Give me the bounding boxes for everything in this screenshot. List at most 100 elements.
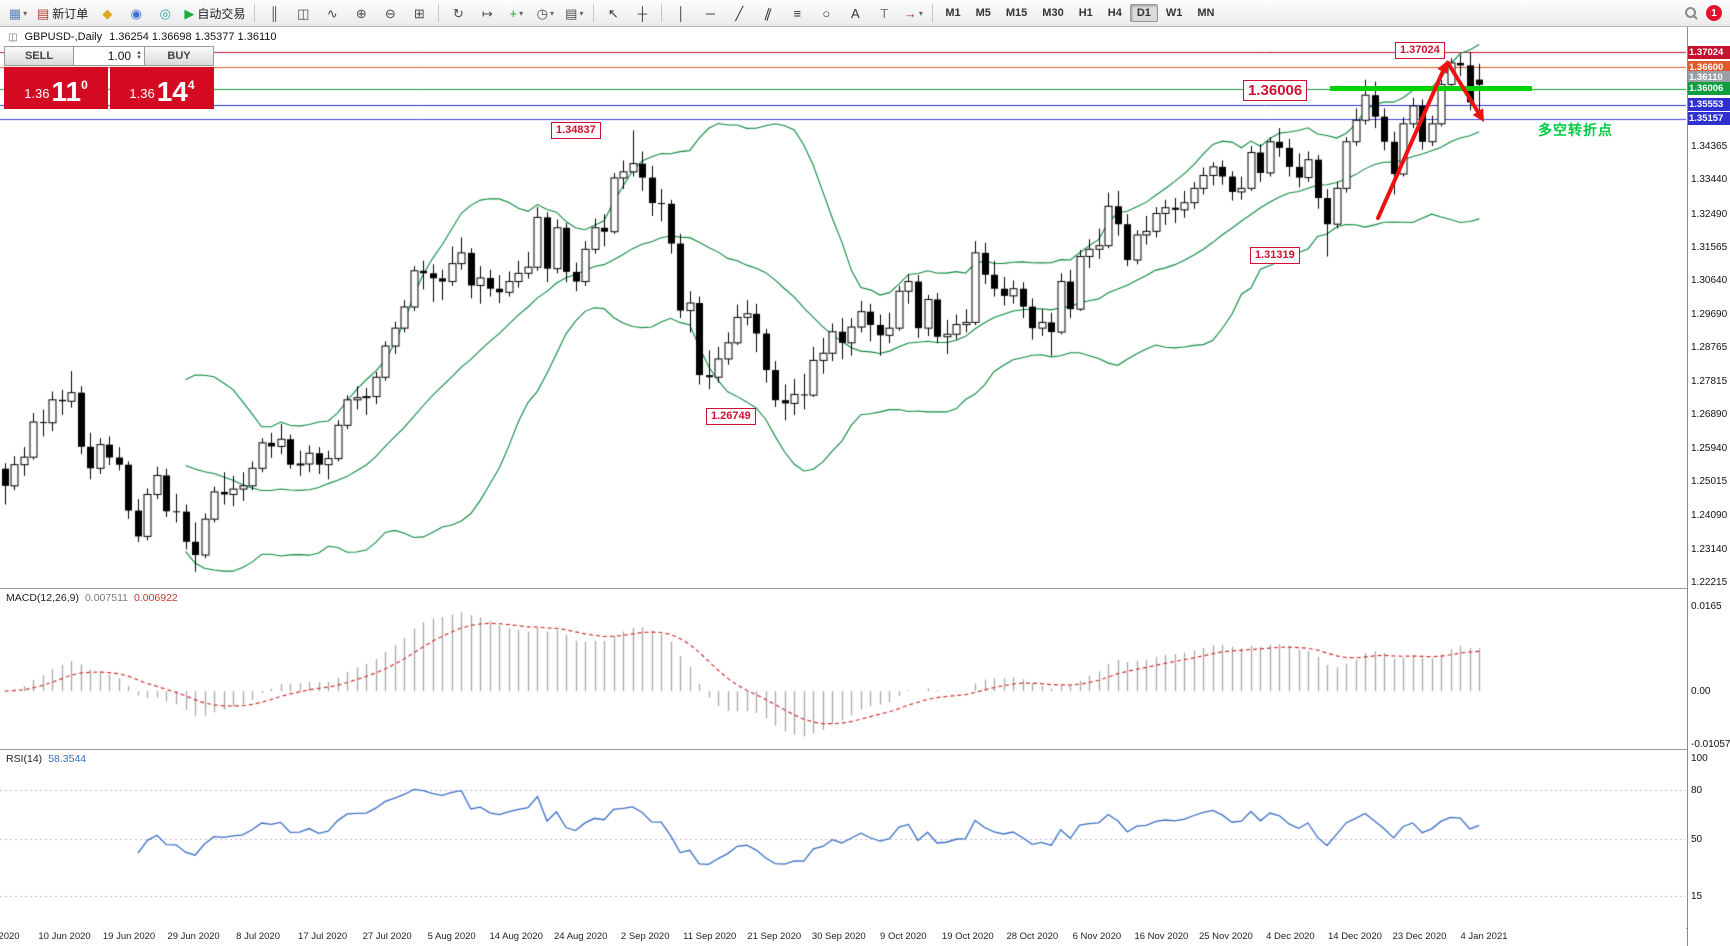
rsi-label: RSI(14) 58.3544	[6, 753, 87, 765]
line-chart-icon[interactable]: ∿	[326, 5, 338, 21]
horizontal-line-icon[interactable]: ─	[705, 5, 715, 21]
macd-canvas[interactable]	[0, 589, 1686, 749]
auto-scroll-icon[interactable]: ↻	[452, 5, 464, 21]
date-label: 5 Aug 2020	[427, 931, 476, 942]
buy-price-box[interactable]: 1.36 14 4	[110, 67, 214, 109]
time-axis[interactable]: Jun 2020 10 Jun 2020 19 Jun 2020 29 Jun 202…	[0, 928, 1686, 946]
volume-spinner[interactable]: ▲ ▼	[136, 50, 142, 61]
chart-shift-icon[interactable]: ↦	[481, 5, 493, 21]
symbol-title: GBPUSD-,Daily	[24, 31, 103, 43]
date-label: 10 Jun 2020	[38, 931, 91, 942]
timeframe-M5[interactable]: M5	[975, 7, 991, 19]
date-label: 19 Oct 2020	[941, 931, 994, 942]
timeframe-M30[interactable]: M30	[1042, 7, 1064, 19]
notification-badge[interactable]: 1	[1706, 5, 1722, 21]
periods-icon[interactable]: ◷ ▾	[536, 5, 554, 21]
candlestick-chart-icon[interactable]: ◫	[297, 5, 310, 21]
price-tag: 1.35553	[1688, 98, 1730, 112]
price-chart-canvas[interactable]	[0, 26, 1686, 588]
sell-price-box[interactable]: 1.36 11 0	[4, 67, 108, 109]
price-tag: 1.36006	[1688, 82, 1730, 95]
price-tick: 1.27815	[1691, 376, 1728, 388]
price-tag: 1.35157	[1688, 112, 1730, 126]
trendline-icon[interactable]: ╱	[735, 5, 744, 21]
fibonacci-icon[interactable]: ≡	[793, 5, 802, 21]
timeframe-H4[interactable]: H4	[1107, 7, 1122, 19]
autotrading-button[interactable]: ▶ 自动交易	[184, 5, 246, 21]
price-axis[interactable]: 1.34365 1.33440 1.32490 1.31565 1.30640 1.296…	[1687, 0, 1730, 946]
arrows-icon[interactable]: → ▾	[903, 5, 923, 21]
price-tick: 1.30640	[1691, 274, 1728, 286]
new-order-button[interactable]: ▤ 新订单	[37, 5, 89, 21]
symbol-chart-icon: ◫	[8, 31, 18, 43]
toolbar-separator	[932, 4, 934, 22]
toolbar-separator	[254, 4, 256, 22]
text-icon[interactable]: A	[850, 5, 860, 21]
date-label: 28 Oct 2020	[1006, 931, 1059, 942]
channel-icon[interactable]: ∥	[762, 4, 774, 22]
price-tag: 1.36600	[1688, 60, 1730, 74]
date-label: 17 Jul 2020	[298, 931, 348, 942]
bar-chart-icon[interactable]: ║	[269, 5, 279, 21]
date-label: 25 Nov 2020	[1198, 931, 1253, 942]
price-tick: 1.26890	[1691, 409, 1728, 421]
price-tick: 1.32490	[1691, 208, 1728, 220]
templates-icon[interactable]: ▤ ▾	[565, 5, 584, 21]
timeframe-D1[interactable]: D1	[1129, 4, 1158, 22]
date-label: Jun 2020	[0, 931, 20, 942]
date-label: 11 Sep 2020	[683, 931, 737, 942]
price-tick: 1.28765	[1691, 342, 1728, 354]
shapes-icon[interactable]: ○	[822, 5, 831, 21]
rsi-canvas[interactable]	[0, 750, 1686, 928]
rsi-axis-label: 100	[1691, 753, 1708, 764]
new-chart-icon[interactable]: ▦ ▾	[8, 5, 28, 21]
timeframe-M15[interactable]: M15	[1005, 7, 1028, 19]
crosshair-icon[interactable]: ┼	[637, 5, 647, 21]
price-tag: 1.36110	[1688, 71, 1730, 85]
market-watch-icon[interactable]: ◉	[130, 5, 142, 21]
macd-label: MACD(12,26,9) 0.007511 0.006922	[6, 592, 178, 604]
date-label: 29 Jun 2020	[167, 931, 220, 942]
vertical-line-icon[interactable]: │	[677, 5, 686, 21]
buy-button[interactable]: BUY	[144, 46, 214, 66]
sell-button[interactable]: SELL	[4, 46, 74, 66]
timeframe-toolbar: M1 M5 M15 M30 H1 H4 D1 W1 MN	[938, 4, 1221, 22]
bid-price-base: 1.36	[24, 86, 50, 101]
tile-windows-icon[interactable]: ⊞	[413, 5, 425, 21]
price-tick: 1.25940	[1691, 443, 1728, 455]
zoom-in-icon[interactable]: ⊕	[355, 5, 367, 21]
timeframe-M1[interactable]: M1	[945, 7, 961, 19]
date-label: 6 Nov 2020	[1072, 931, 1122, 942]
price-tick: 1.23140	[1691, 543, 1728, 555]
timeframe-H1[interactable]: H1	[1078, 7, 1093, 19]
date-label: 16 Nov 2020	[1134, 931, 1189, 942]
panel-separator[interactable]	[0, 749, 1730, 750]
ask-price-pip: 4	[187, 78, 195, 92]
text-label-icon[interactable]: T	[880, 5, 889, 21]
date-label: 9 Oct 2020	[880, 931, 927, 942]
zoom-out-icon[interactable]: ⊖	[384, 5, 396, 21]
metaeditor-icon[interactable]: ◆	[102, 5, 113, 21]
ask-price-main: 14	[156, 76, 188, 107]
price-tick: 1.25015	[1691, 476, 1728, 488]
volume-input[interactable]	[85, 48, 134, 64]
price-tick: 1.33440	[1691, 174, 1728, 186]
price-tick: 1.29690	[1691, 308, 1728, 320]
macd-axis-label: 0.00	[1691, 686, 1711, 698]
panel-separator[interactable]	[0, 588, 1730, 589]
date-label: 21 Sep 2020	[747, 931, 802, 942]
price-tick: 1.34365	[1691, 141, 1728, 153]
date-label: 23 Dec 2020	[1392, 931, 1447, 942]
cursor-icon[interactable]: ↖	[607, 5, 619, 21]
price-tick: 1.22215	[1691, 576, 1728, 588]
date-label: 19 Jun 2020	[102, 931, 156, 942]
navigator-icon[interactable]: ◎	[159, 5, 171, 21]
volume-control[interactable]: ▲▼	[74, 46, 144, 66]
date-label: 30 Sep 2020	[811, 931, 866, 942]
search-icon[interactable]	[1684, 6, 1698, 20]
timeframe-W1[interactable]: W1	[1165, 7, 1183, 19]
indicators-icon[interactable]: + ▾	[509, 5, 524, 21]
timeframe-MN[interactable]: MN	[1197, 7, 1215, 19]
